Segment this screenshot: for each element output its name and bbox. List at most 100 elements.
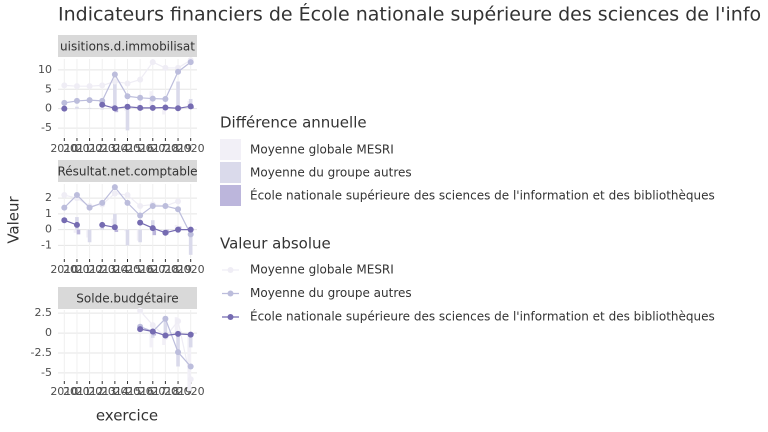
point bbox=[73, 97, 80, 104]
legend-key bbox=[220, 185, 241, 206]
x-tick-label: 2010 bbox=[50, 142, 78, 155]
bar bbox=[73, 108, 78, 110]
x-tick-label: 2014 bbox=[101, 263, 129, 276]
x-tick-label: 2020 bbox=[177, 263, 205, 276]
point bbox=[149, 104, 156, 111]
bar bbox=[75, 106, 79, 109]
point bbox=[111, 105, 118, 112]
strip bbox=[58, 160, 197, 182]
x-tick-label: 2010 bbox=[50, 385, 78, 398]
bar bbox=[76, 229, 81, 235]
strip bbox=[58, 287, 197, 309]
legend-label: École nationale supérieure des sciences … bbox=[250, 309, 715, 324]
point bbox=[111, 71, 118, 78]
point bbox=[137, 219, 144, 226]
point bbox=[162, 332, 169, 339]
y-tick-label: 5 bbox=[45, 82, 52, 95]
y-tick-label: 0 bbox=[45, 223, 52, 236]
x-tick-label: 2012 bbox=[76, 385, 104, 398]
legend-key bbox=[227, 267, 234, 273]
bar bbox=[125, 229, 130, 246]
point bbox=[162, 229, 169, 236]
point bbox=[175, 105, 182, 112]
point bbox=[175, 330, 182, 337]
bar bbox=[98, 107, 103, 109]
legend-label: Moyenne globale MESRI bbox=[250, 143, 394, 157]
x-tick-label: 2020 bbox=[177, 385, 205, 398]
y-tick-label: 0 bbox=[45, 326, 52, 339]
point bbox=[162, 95, 169, 102]
bar bbox=[113, 82, 117, 109]
legend-label: Moyenne globale MESRI bbox=[250, 263, 394, 277]
y-tick-label: 2 bbox=[45, 191, 52, 204]
bar bbox=[176, 81, 180, 109]
legend-title: Valeur absolue bbox=[220, 235, 331, 253]
legend-key bbox=[220, 162, 241, 183]
point bbox=[111, 190, 118, 197]
bar bbox=[138, 229, 142, 243]
y-tick-label: -2.5 bbox=[31, 346, 52, 359]
legend-label: Moyenne du groupe autres bbox=[250, 166, 412, 180]
bar bbox=[188, 229, 193, 255]
x-tick-label: 2019 bbox=[164, 263, 192, 276]
bar bbox=[152, 229, 157, 236]
point bbox=[187, 103, 194, 110]
bar bbox=[114, 229, 119, 233]
point bbox=[175, 226, 182, 233]
legend-key bbox=[227, 290, 234, 297]
point bbox=[175, 206, 182, 213]
point bbox=[137, 212, 144, 219]
point bbox=[124, 192, 131, 199]
x-tick-label: 2011 bbox=[63, 142, 91, 155]
bar bbox=[188, 333, 193, 348]
x-tick-label: 2014 bbox=[101, 142, 129, 155]
point bbox=[111, 224, 118, 231]
bar bbox=[87, 229, 92, 243]
strip-title: uisitions.d.immobilisat bbox=[60, 40, 195, 54]
x-tick-label: 2015 bbox=[114, 263, 142, 276]
x-tick-label: 2013 bbox=[88, 142, 116, 155]
point bbox=[86, 97, 93, 104]
point bbox=[162, 64, 169, 71]
bar bbox=[87, 107, 92, 109]
x-tick-label: 2017 bbox=[139, 142, 167, 155]
point bbox=[73, 192, 80, 199]
chart-title: Indicateurs financiers de École national… bbox=[58, 3, 761, 26]
x-tick-label: 2016 bbox=[126, 263, 154, 276]
y-axis-label: Valeur bbox=[5, 195, 23, 243]
point bbox=[137, 307, 144, 314]
point bbox=[137, 203, 144, 210]
point bbox=[187, 331, 194, 338]
x-tick-label: 2012 bbox=[76, 142, 104, 155]
point bbox=[175, 349, 182, 356]
point bbox=[124, 199, 131, 206]
point bbox=[175, 198, 182, 205]
x-tick-label: 2013 bbox=[88, 263, 116, 276]
point bbox=[124, 103, 131, 110]
x-tick-label: 2018 bbox=[151, 142, 179, 155]
point bbox=[137, 326, 144, 333]
point bbox=[137, 94, 144, 101]
point bbox=[149, 203, 156, 210]
bar bbox=[149, 333, 154, 348]
point bbox=[187, 59, 194, 66]
point bbox=[149, 328, 156, 335]
y-tick-label: 10 bbox=[38, 63, 52, 76]
x-tick-label: 2011 bbox=[63, 385, 91, 398]
point bbox=[73, 221, 80, 228]
point bbox=[99, 101, 106, 108]
point bbox=[149, 95, 156, 102]
point bbox=[124, 93, 131, 100]
strip-title: Solde.budgétaire bbox=[76, 292, 178, 306]
point bbox=[162, 315, 169, 322]
x-tick-label: 2010 bbox=[50, 263, 78, 276]
x-tick-label: 2019 bbox=[164, 142, 192, 155]
point bbox=[187, 231, 194, 238]
point bbox=[124, 80, 131, 87]
x-tick-label: 2017 bbox=[139, 385, 167, 398]
bar bbox=[163, 320, 168, 334]
y-tick-label: 2.5 bbox=[35, 306, 53, 319]
x-tick-label: 2016 bbox=[126, 385, 154, 398]
x-tick-label: 2013 bbox=[88, 385, 116, 398]
